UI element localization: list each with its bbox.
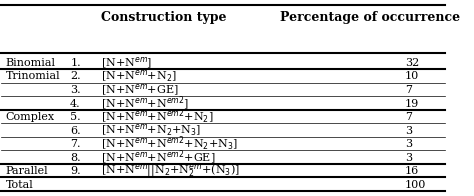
Text: 4.: 4. — [70, 99, 81, 109]
Text: 8.: 8. — [70, 153, 81, 163]
Text: 1.: 1. — [70, 58, 81, 68]
Text: 7: 7 — [405, 112, 412, 122]
Text: [N+N$^{em}$]: [N+N$^{em}$] — [101, 55, 153, 71]
Text: Construction type: Construction type — [101, 11, 227, 24]
Text: Total: Total — [6, 180, 34, 190]
Text: Binomial: Binomial — [6, 58, 56, 68]
Text: [N+N$^{em}$+N$^{em2}$+N$_2$+N$_3$]: [N+N$^{em}$+N$^{em2}$+N$_2$+N$_3$] — [101, 135, 238, 153]
Text: Trinomial: Trinomial — [6, 72, 61, 82]
Text: [N+N$^{em}$+N$^{em2}$]: [N+N$^{em}$+N$^{em2}$] — [101, 94, 189, 113]
Text: 3: 3 — [405, 139, 412, 149]
Text: 9.: 9. — [70, 166, 81, 176]
Text: [N+N$^{em}$+N$^{em2}$+GE]: [N+N$^{em}$+N$^{em2}$+GE] — [101, 149, 216, 167]
Text: 5.: 5. — [70, 112, 81, 122]
Text: [N+N$^{em}$+N$_2$]: [N+N$^{em}$+N$_2$] — [101, 69, 177, 84]
Text: 2.: 2. — [70, 72, 81, 82]
Text: [N+N$^{em}$+GE]: [N+N$^{em}$+GE] — [101, 82, 179, 98]
Text: Percentage of occurrence: Percentage of occurrence — [280, 11, 460, 24]
Text: 3: 3 — [405, 126, 412, 136]
Text: 7.: 7. — [70, 139, 81, 149]
Text: [N+N$^{em}$+N$^{em2}$+N$_2$]: [N+N$^{em}$+N$^{em2}$+N$_2$] — [101, 108, 214, 126]
Text: 3: 3 — [405, 153, 412, 163]
Text: Complex: Complex — [6, 112, 55, 122]
Text: 3.: 3. — [70, 85, 81, 95]
Text: 7: 7 — [405, 85, 412, 95]
Text: 19: 19 — [405, 99, 419, 109]
Text: 100: 100 — [405, 180, 427, 190]
Text: 16: 16 — [405, 166, 419, 176]
Text: 32: 32 — [405, 58, 419, 68]
Text: 6.: 6. — [70, 126, 81, 136]
Text: 10: 10 — [405, 72, 419, 82]
Text: [N+N$^{em}$+N$_2$+N$_3$]: [N+N$^{em}$+N$_2$+N$_3$] — [101, 123, 201, 138]
Text: [N+N$^{em}$||N$_2$+N$_2^{em}$+(N$_3$)]: [N+N$^{em}$||N$_2$+N$_2^{em}$+(N$_3$)] — [101, 163, 240, 179]
Text: Parallel: Parallel — [6, 166, 48, 176]
